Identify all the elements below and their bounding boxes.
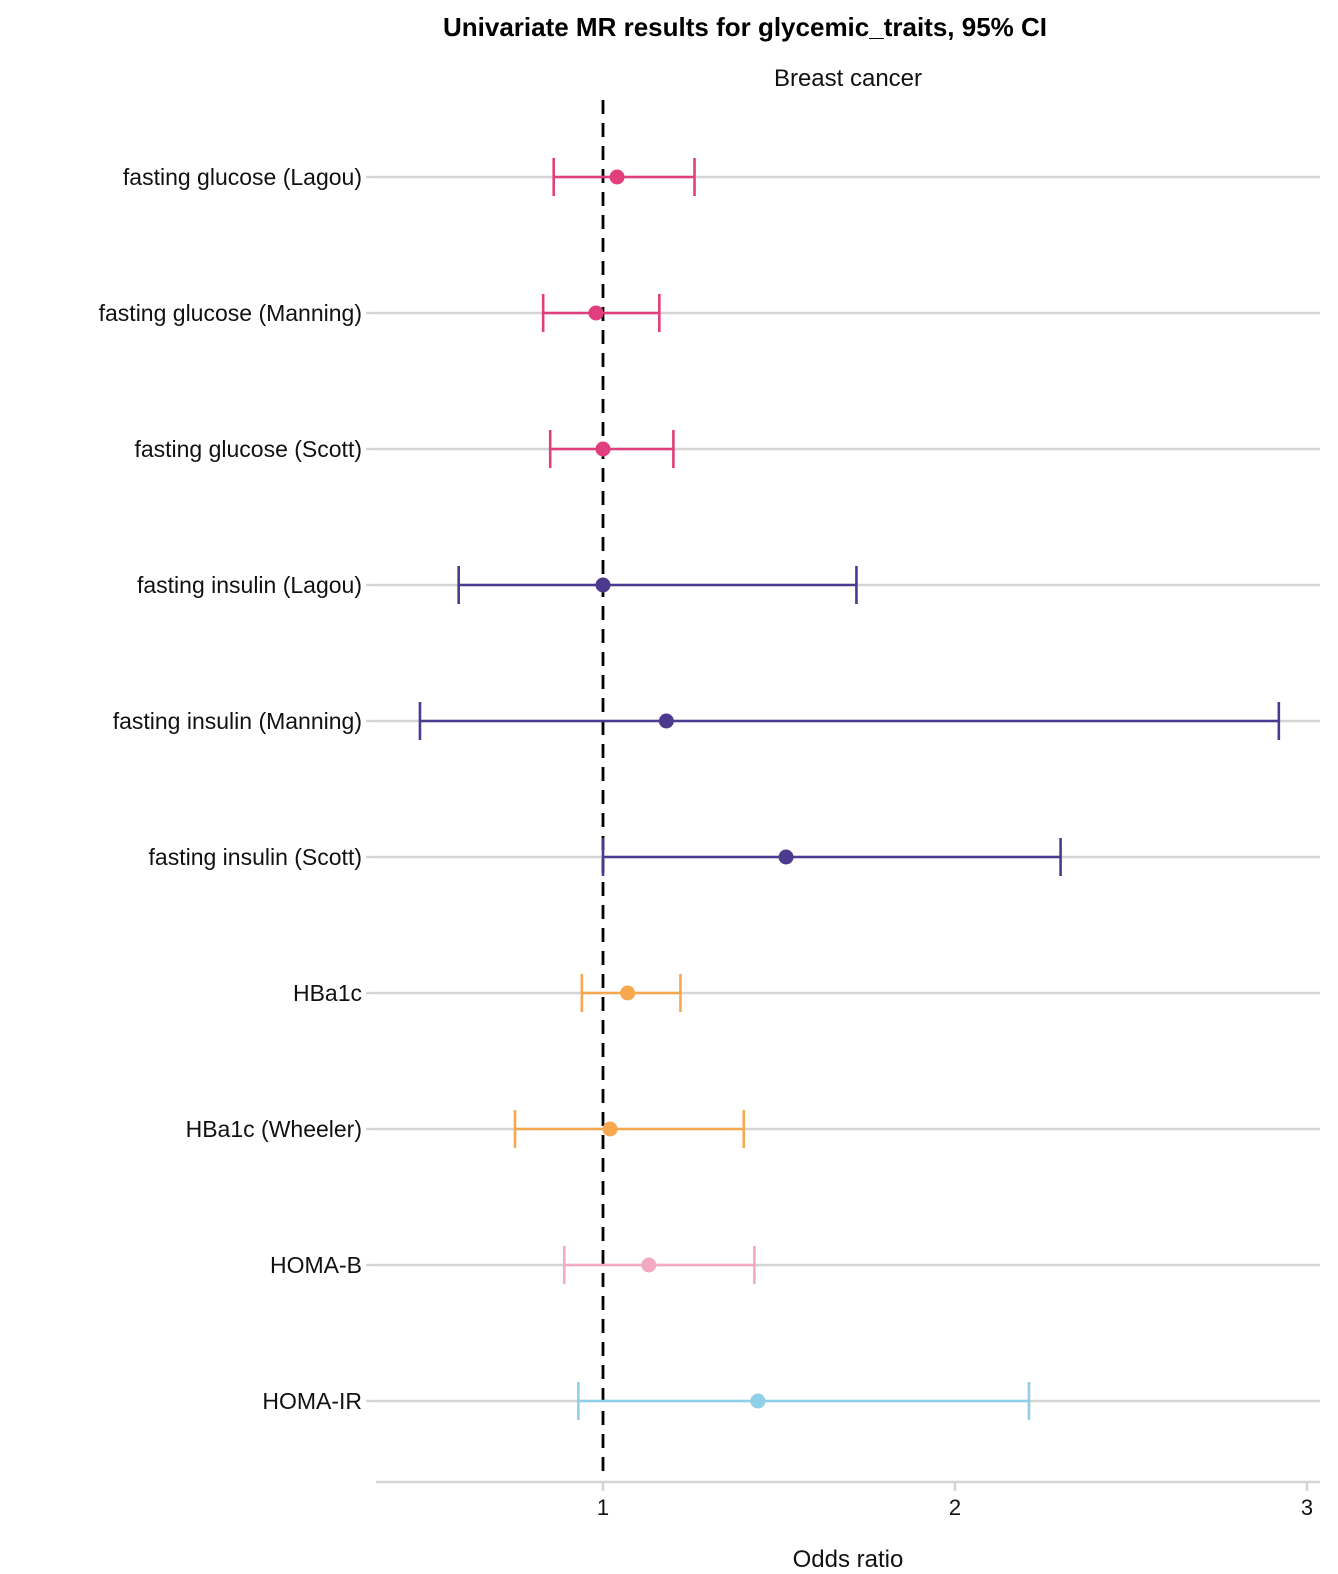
- point-estimate: [750, 1393, 766, 1409]
- gridlines: [376, 175, 1320, 1403]
- point-estimate: [595, 577, 611, 593]
- y-tick-label: HOMA-B: [270, 1252, 362, 1278]
- point-estimate: [609, 169, 625, 185]
- data-marks: [418, 158, 1281, 1420]
- x-tick-label: 2: [949, 1495, 961, 1520]
- point-estimate: [641, 1257, 657, 1273]
- y-tick-label: fasting glucose (Scott): [134, 436, 362, 462]
- chart-title: Univariate MR results for glycemic_trait…: [443, 12, 1047, 42]
- point-estimate: [778, 849, 794, 865]
- point-estimate: [620, 985, 636, 1001]
- y-tick-label: fasting insulin (Lagou): [137, 572, 362, 598]
- y-tick-label: fasting glucose (Manning): [99, 300, 362, 326]
- y-tick-label: fasting insulin (Manning): [113, 708, 362, 734]
- y-tick-label: fasting insulin (Scott): [149, 844, 362, 870]
- point-estimate: [595, 441, 611, 457]
- y-tick-label: HOMA-IR: [262, 1388, 362, 1414]
- point-estimate: [658, 713, 674, 729]
- chart-subtitle: Breast cancer: [774, 65, 922, 92]
- x-tick-label: 3: [1301, 1495, 1313, 1520]
- point-estimate: [588, 305, 604, 321]
- x-tick-label: 1: [597, 1495, 609, 1520]
- y-axis-labels: fasting glucose (Lagou) fasting glucose (…: [99, 164, 376, 1414]
- x-axis: 1 2 3: [376, 1480, 1320, 1520]
- y-tick-label: fasting glucose (Lagou): [123, 164, 362, 190]
- y-tick-label: HBa1c (Wheeler): [186, 1116, 362, 1142]
- point-estimate: [602, 1121, 618, 1137]
- x-axis-label: Odds ratio: [793, 1546, 904, 1573]
- y-tick-label: HBa1c: [293, 980, 362, 1006]
